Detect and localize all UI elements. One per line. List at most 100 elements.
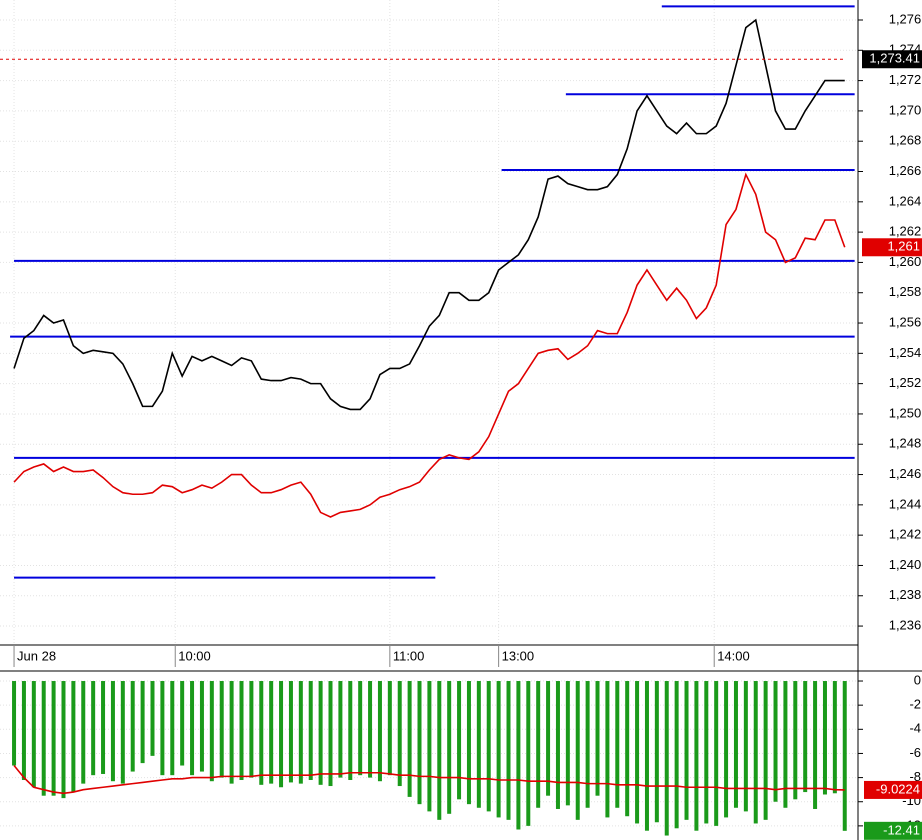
bar: [259, 681, 264, 785]
bar: [832, 681, 837, 794]
x-tick-label: Jun 28: [17, 648, 56, 663]
y-tick-label: 1,272: [889, 72, 922, 87]
bar: [21, 681, 26, 781]
y-tick-label: -6: [909, 745, 921, 760]
bar: [120, 681, 125, 784]
y-tick-label: 1,238: [889, 587, 922, 602]
x-tick-label: 11:00: [393, 648, 425, 663]
y-tick-label: 1,270: [889, 102, 922, 117]
y-tick-label: 1,268: [889, 133, 922, 148]
y-tick-label: 1,266: [889, 163, 922, 178]
bar: [12, 681, 17, 766]
bar: [239, 681, 244, 781]
bar: [476, 681, 481, 808]
price-label: 1,261: [887, 239, 920, 254]
bar: [496, 681, 501, 818]
bar: [190, 681, 195, 776]
last-value-box: [864, 821, 922, 840]
bar: [625, 681, 630, 817]
y-tick-label: 1,260: [889, 254, 922, 269]
bar: [724, 681, 729, 818]
bar: [516, 681, 521, 830]
bar: [546, 681, 551, 796]
bar: [694, 681, 699, 831]
y-tick-label: -8: [909, 769, 921, 784]
data-line: [13, 765, 845, 795]
bar: [249, 681, 254, 778]
bar: [447, 681, 452, 814]
y-tick-label: 0: [914, 672, 921, 687]
bar: [743, 681, 748, 812]
y-tick-label: 1,258: [889, 284, 922, 299]
bar: [763, 681, 768, 820]
bar: [733, 681, 738, 808]
y-tick-label: 1,254: [889, 345, 922, 360]
bar: [783, 681, 788, 808]
last-value-box: [864, 780, 922, 799]
bar: [31, 681, 36, 788]
bar: [803, 681, 808, 793]
bar: [288, 681, 293, 783]
y-tick-label: -4: [909, 721, 921, 736]
bar: [437, 681, 442, 820]
bar: [753, 681, 758, 824]
bar: [318, 681, 323, 785]
bar: [387, 681, 392, 776]
bar: [377, 681, 382, 782]
bar: [170, 681, 175, 776]
bar: [229, 681, 234, 784]
x-tick-label: 10:00: [178, 648, 211, 663]
bar: [61, 681, 66, 799]
price-label-box: [862, 238, 922, 257]
bar: [427, 681, 432, 812]
bar: [605, 681, 610, 818]
bar: [615, 681, 620, 808]
bar: [269, 681, 274, 784]
bar: [704, 681, 709, 824]
bar: [101, 681, 106, 774]
bar: [219, 681, 224, 778]
bar: [635, 681, 640, 824]
bar: [486, 681, 491, 812]
bar: [358, 681, 363, 776]
bar: [585, 681, 590, 808]
bar: [565, 681, 570, 806]
bar: [654, 681, 659, 823]
bar: [160, 681, 165, 776]
bar: [526, 681, 531, 826]
last-value-label: -9.0224: [876, 781, 920, 796]
y-tick-label: 1,250: [889, 405, 922, 420]
bar: [644, 681, 649, 831]
bar: [51, 681, 56, 796]
bar: [466, 681, 471, 805]
y-tick-label: 1,264: [889, 193, 922, 208]
bar: [575, 681, 580, 820]
bar: [822, 681, 827, 795]
bar: [813, 681, 818, 809]
x-tick-label: 13:00: [502, 648, 535, 663]
bar: [348, 681, 353, 781]
y-tick-label: 1,246: [889, 466, 922, 481]
price-label-box: [862, 50, 922, 69]
y-tick-label: 1,276: [889, 11, 922, 26]
bar: [91, 681, 96, 776]
y-tick-label: 1,256: [889, 314, 922, 329]
y-tick-label: 1,244: [889, 496, 922, 511]
bar: [368, 681, 373, 778]
bar: [140, 681, 145, 764]
bar: [279, 681, 284, 788]
y-tick-label: 1,262: [889, 224, 922, 239]
bar: [397, 681, 402, 787]
bar: [199, 681, 204, 772]
y-tick-label: 1,248: [889, 436, 922, 451]
bar: [674, 681, 679, 829]
bar: [209, 681, 214, 782]
bar: [773, 681, 778, 802]
bar: [130, 681, 135, 772]
price-label: 1,273.41: [869, 51, 920, 66]
y-tick-label: -2: [909, 697, 921, 712]
bar: [842, 681, 847, 831]
y-tick-label: 1,252: [889, 375, 922, 390]
bar: [506, 681, 511, 820]
bar: [417, 681, 422, 805]
